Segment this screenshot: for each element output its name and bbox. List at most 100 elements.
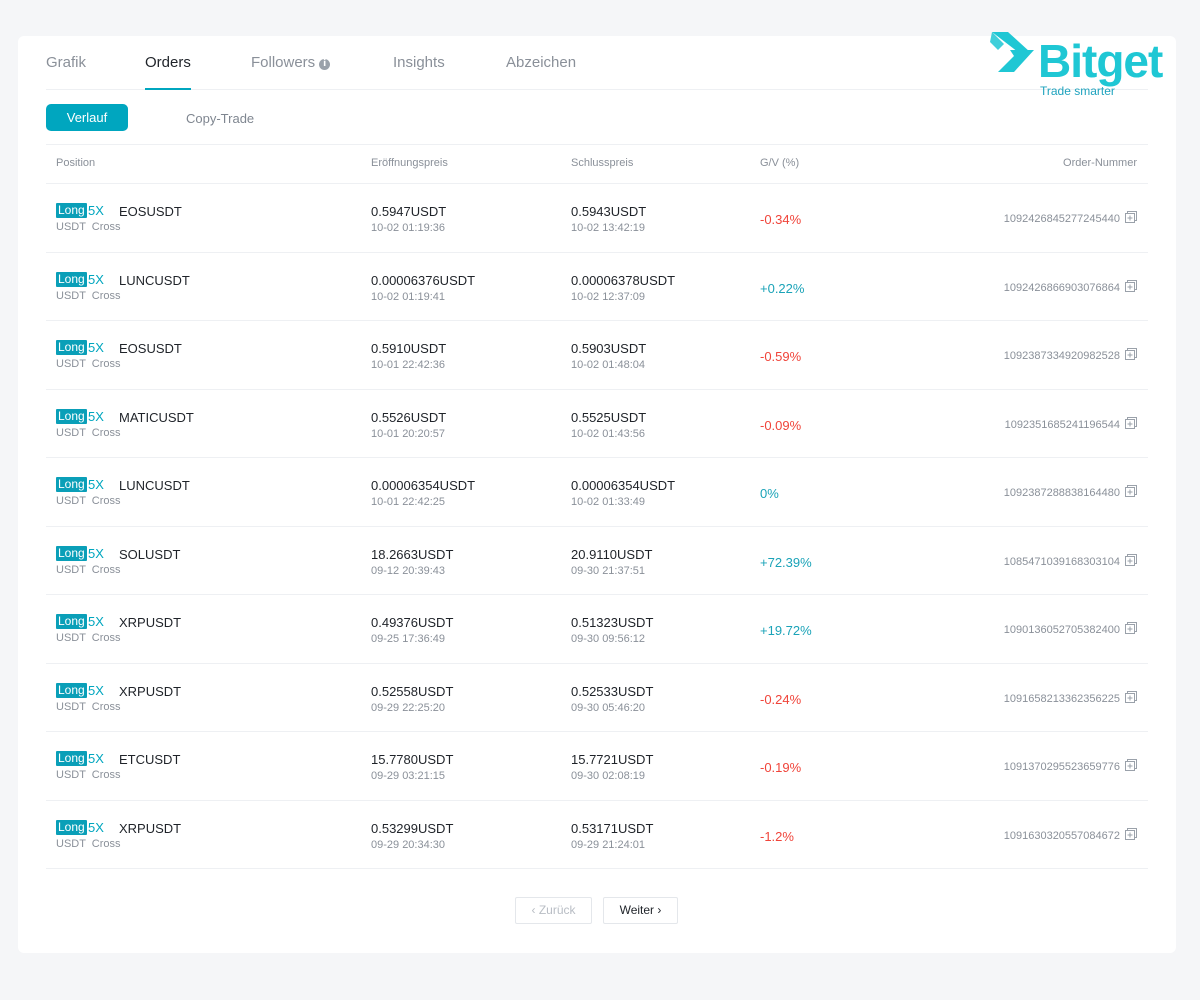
symbol-label: XRPUSDT: [119, 615, 182, 630]
close-price: 0.5525USDT: [571, 409, 647, 425]
chevron-left-icon: ‹: [531, 903, 539, 917]
close-price: 0.5943USDT: [571, 204, 647, 219]
open-price: 0.53299USDT: [371, 820, 454, 836]
prev-page-button[interactable]: ‹ Zurück: [515, 897, 592, 924]
copy-icon[interactable]: [1125, 279, 1137, 292]
close-price: 20.9110USDT: [571, 546, 653, 562]
pnl-value: +19.72%: [760, 623, 812, 638]
table-row: Long 5X XRPUSDT USDT Cross 0.53299USDT 0…: [46, 801, 1148, 869]
order-number: 1092426866903076864: [1003, 281, 1120, 294]
close-time: 09-30 09:56:12: [571, 633, 646, 645]
tab-insights[interactable]: Insights: [393, 54, 445, 71]
close-time: 10-02 01:43:56: [571, 427, 646, 440]
tab-followers-label: Followers: [251, 54, 316, 71]
close-time: 09-30 21:37:51: [571, 564, 646, 577]
side-badge: Long: [56, 340, 87, 355]
open-price: 0.52558USDT: [371, 683, 454, 699]
close-price: 0.00006378USDT: [571, 272, 676, 288]
symbol-label: XRPUSDT: [119, 820, 182, 836]
margin-mode: USDT Cross: [56, 769, 121, 781]
order-number: 1092387334920982528: [1003, 350, 1120, 362]
leverage-label: 5X: [88, 477, 104, 492]
open-time: 10-02 01:19:36: [371, 222, 446, 234]
table-row: Long 5X XRPUSDT USDT Cross 0.52558USDT 0…: [46, 664, 1148, 732]
side-badge: Long: [56, 271, 87, 287]
margin-mode: USDT Cross: [56, 495, 121, 507]
margin-mode: USDT Cross: [56, 221, 121, 233]
leverage-label: 5X: [88, 545, 104, 561]
margin-mode: USDT Cross: [56, 358, 121, 370]
close-time: 10-02 01:33:49: [571, 496, 646, 508]
open-time: 09-12 20:39:43: [371, 564, 446, 577]
leverage-label: 5X: [88, 819, 104, 835]
order-number: 1091658213362356225: [1003, 692, 1120, 705]
symbol-label: MATICUSDT: [119, 409, 194, 425]
copy-icon[interactable]: [1125, 827, 1137, 840]
open-time: 10-01 22:42:36: [371, 359, 446, 371]
table-row: Long 5X EOSUSDT USDT Cross 0.5910USDT 10…: [46, 321, 1148, 390]
side-badge: Long: [56, 203, 87, 218]
symbol-label: EOSUSDT: [119, 204, 182, 219]
order-number: 1092426845277245440: [1003, 213, 1120, 225]
tab-abzeichen[interactable]: Abzeichen: [506, 54, 577, 71]
pnl-value: -0.19%: [760, 760, 802, 775]
copy-icon[interactable]: [1125, 690, 1137, 703]
tab-orders[interactable]: Orders: [145, 54, 191, 90]
copy-icon[interactable]: [1125, 622, 1137, 634]
header-position: Position: [56, 157, 96, 169]
leverage-label: 5X: [88, 751, 104, 766]
close-price: 0.53171USDT: [571, 820, 654, 836]
copy-icon[interactable]: [1125, 348, 1137, 360]
open-price: 18.2663USDT: [371, 546, 454, 562]
margin-mode: USDT Cross: [56, 632, 121, 644]
margin-mode: USDT Cross: [56, 563, 121, 576]
close-price: 15.7721USDT: [571, 752, 654, 767]
side-badge: Long: [56, 614, 87, 629]
next-page-label: Weiter: [619, 903, 655, 917]
subtab-copy-trade[interactable]: Copy-Trade: [186, 111, 255, 126]
bitget-tagline: Trade smarter: [1040, 84, 1115, 98]
open-time: 10-01 22:42:25: [371, 496, 446, 508]
bitget-logo-mark: [990, 32, 1034, 72]
pnl-value: 0%: [760, 486, 779, 501]
close-time: 10-02 01:48:04: [571, 359, 646, 371]
order-rows: Long 5X EOSUSDT USDT Cross 0.5947USDT 10…: [46, 184, 1148, 869]
tab-followers[interactable]: Followers i: [251, 54, 331, 90]
open-time: 10-02 01:19:41: [371, 290, 446, 303]
copy-icon[interactable]: [1125, 211, 1137, 223]
open-time: 10-01 20:20:57: [371, 427, 446, 440]
open-time: 09-25 17:36:49: [371, 633, 446, 645]
close-time: 09-30 05:46:20: [571, 701, 646, 714]
pnl-value: -0.59%: [760, 349, 802, 364]
copy-icon[interactable]: [1125, 485, 1137, 497]
open-price: 0.5947USDT: [371, 204, 447, 219]
info-icon[interactable]: i: [319, 59, 331, 70]
symbol-label: SOLUSDT: [119, 546, 181, 562]
copy-icon[interactable]: [1125, 416, 1137, 429]
next-page-button[interactable]: Weiter ›: [603, 897, 678, 924]
order-number: 1085471039168303104: [1003, 555, 1120, 568]
close-time: 09-29 21:24:01: [571, 838, 646, 851]
subtab-verlauf[interactable]: Verlauf: [46, 104, 128, 131]
close-time: 09-30 02:08:19: [571, 770, 646, 782]
subtab-bar: Verlauf Copy-Trade: [46, 90, 1148, 145]
symbol-label: EOSUSDT: [119, 341, 182, 356]
symbol-label: XRPUSDT: [119, 683, 182, 699]
table-row: Long 5X LUNCUSDT USDT Cross 0.00006354US…: [46, 458, 1148, 527]
leverage-label: 5X: [88, 340, 104, 355]
tab-grafik[interactable]: Grafik: [46, 54, 87, 71]
copy-icon[interactable]: [1125, 553, 1137, 566]
copy-icon[interactable]: [1125, 759, 1137, 771]
leverage-label: 5X: [88, 271, 104, 287]
header-pnl: G/V (%): [760, 157, 800, 169]
symbol-label: LUNCUSDT: [119, 272, 190, 288]
prev-page-label: Zurück: [538, 903, 576, 917]
header-order-no: Order-Nummer: [1063, 157, 1137, 169]
close-price: 0.00006354USDT: [571, 478, 676, 493]
table-row: Long 5X XRPUSDT USDT Cross 0.49376USDT 0…: [46, 595, 1148, 664]
orders-card: Grafik Orders Followers i Insights Abzeic…: [18, 32, 1176, 953]
close-time: 10-02 13:42:19: [571, 222, 646, 234]
order-number: 1091630320557084672: [1003, 829, 1120, 842]
open-time: 09-29 20:34:30: [371, 838, 446, 851]
leverage-label: 5X: [88, 203, 104, 218]
